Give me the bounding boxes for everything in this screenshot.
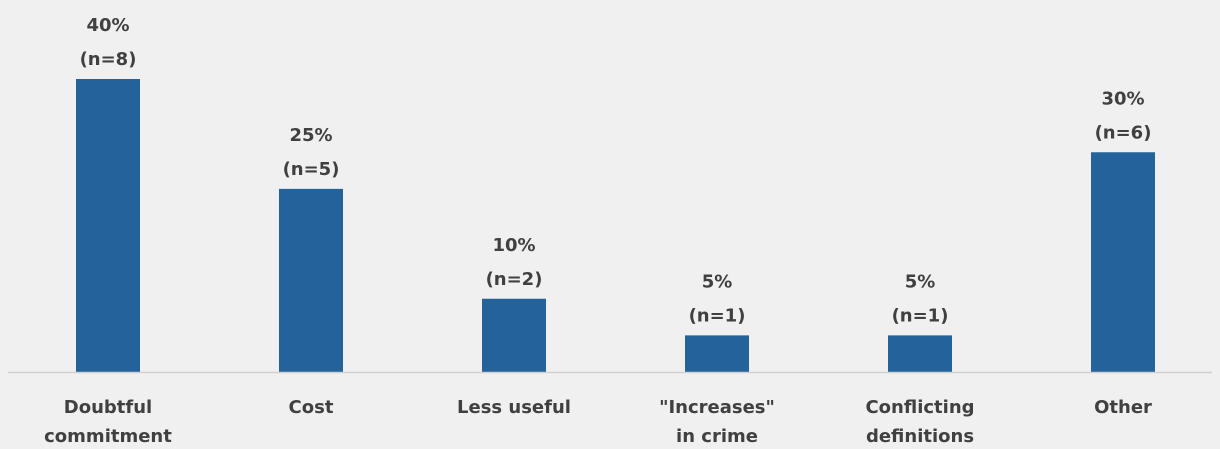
bar-5	[1091, 152, 1155, 372]
category-label-2-0: Less useful	[457, 397, 571, 418]
data-label-1-0: 25%	[289, 125, 332, 146]
data-label-5-1: (n=6)	[1095, 122, 1152, 143]
category-label-3-1: in crime	[676, 426, 758, 447]
data-labels-group: 40% (n=8) 25% (n=5) 10% (n=2) 5% (n=1) 5% (n=1) 30…	[80, 15, 1152, 326]
bar-3	[685, 335, 749, 372]
data-label-3-0: 5%	[702, 271, 733, 292]
category-label-4-0: Conflicting	[865, 397, 974, 418]
category-label-0-1: commitment	[44, 426, 172, 447]
category-label-0-0: Doubtful	[64, 397, 152, 418]
bar-0	[76, 79, 140, 372]
bar-1	[279, 188, 343, 372]
data-label-1-1: (n=5)	[283, 159, 340, 180]
category-label-3-0: "Increases"	[659, 397, 775, 418]
category-label-4-1: definitions	[866, 426, 974, 447]
category-label-5-0: Other	[1094, 397, 1152, 418]
bars-group	[76, 79, 1155, 372]
data-label-3-1: (n=1)	[689, 305, 746, 326]
category-labels-group: Doubtful commitment Cost Less useful "Increa…	[44, 397, 1152, 447]
category-label-1-0: Cost	[289, 397, 334, 418]
data-label-0-1: (n=8)	[80, 49, 137, 70]
data-label-2-1: (n=2)	[486, 269, 543, 290]
bar-4	[888, 335, 952, 372]
data-label-0-0: 40%	[86, 15, 129, 36]
data-label-4-0: 5%	[905, 271, 936, 292]
data-label-4-1: (n=1)	[892, 305, 949, 326]
data-label-2-0: 10%	[492, 235, 535, 256]
data-label-5-0: 30%	[1101, 88, 1144, 109]
bar-2	[482, 298, 546, 372]
